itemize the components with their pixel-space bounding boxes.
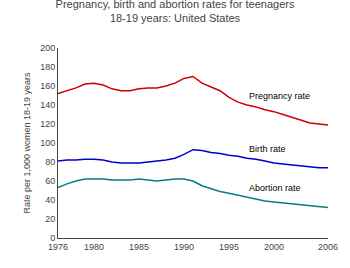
svg-text:20: 20 [45, 214, 55, 224]
svg-text:2000: 2000 [264, 242, 284, 252]
svg-text:Pregnancy, birth and abortion: Pregnancy, birth and abortion rates for … [56, 0, 295, 24]
svg-text:1990: 1990 [174, 242, 194, 252]
svg-text:0: 0 [50, 233, 55, 243]
svg-text:1980: 1980 [84, 242, 104, 252]
svg-text:1995: 1995 [219, 242, 239, 252]
svg-text:2006: 2006 [318, 242, 338, 252]
svg-text:60: 60 [45, 176, 55, 186]
svg-text:120: 120 [40, 119, 55, 129]
svg-text:200: 200 [40, 43, 55, 53]
svg-text:Rate per 1,000 women 18-19 yea: Rate per 1,000 women 18-19 years [22, 72, 32, 214]
svg-text:80: 80 [45, 157, 55, 167]
svg-text:100: 100 [40, 138, 55, 148]
svg-text:160: 160 [40, 81, 55, 91]
svg-text:1985: 1985 [129, 242, 149, 252]
svg-text:Birth rate: Birth rate [249, 144, 286, 154]
svg-text:180: 180 [40, 62, 55, 72]
svg-text:40: 40 [45, 195, 55, 205]
svg-text:Pregnancy rate: Pregnancy rate [249, 91, 310, 101]
svg-text:1976: 1976 [48, 242, 68, 252]
svg-text:140: 140 [40, 100, 55, 110]
svg-text:Abortion rate: Abortion rate [249, 183, 301, 193]
